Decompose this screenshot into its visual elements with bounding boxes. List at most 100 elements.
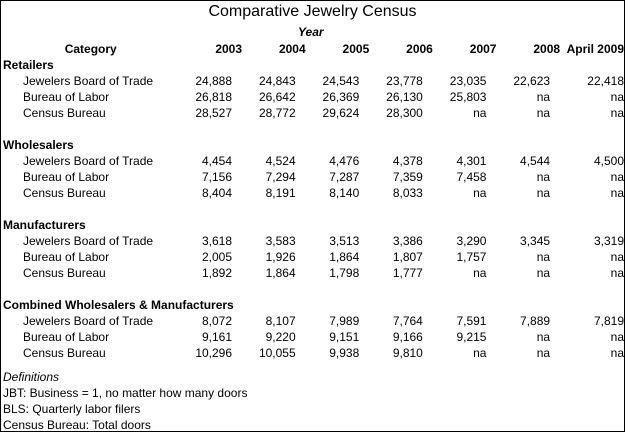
section-title: Retailers (3, 58, 54, 72)
table-cell: 7,591 (456, 314, 487, 328)
table-cell: 1,864 (265, 266, 296, 280)
table-cell: 8,140 (329, 186, 360, 200)
table-cell: na (536, 330, 551, 344)
spacer-row (3, 121, 624, 137)
table-row: Jewelers Board of Trade 4,454 4,524 4,476 4,… (3, 153, 624, 169)
column-header: Category (64, 42, 117, 56)
definition-line: Census Bureau: Total doors (3, 418, 151, 432)
table-cell: 9,166 (392, 330, 423, 344)
table-cell: 4,524 (265, 154, 296, 168)
row-label: Bureau of Labor (23, 250, 110, 264)
table-cell: 3,319 (593, 234, 624, 248)
table-cell: 10,055 (258, 346, 296, 360)
row-label: Census Bureau (23, 106, 106, 120)
table-row: Jewelers Board of Trade 3,618 3,583 3,513 3,… (3, 233, 624, 249)
table-row: Census Bureau 28,527 28,772 29,624 28,300 na n… (3, 105, 624, 121)
table-cell: 4,476 (329, 154, 360, 168)
table-cell: 9,220 (265, 330, 296, 344)
table-cell: 8,072 (202, 314, 233, 328)
section-header-row: Wholesalers (3, 137, 624, 153)
table-cell: 1,807 (392, 250, 423, 264)
table-cell: 28,527 (195, 106, 233, 120)
definitions-title: Definitions (3, 370, 60, 384)
table-cell: 4,500 (593, 154, 624, 168)
table-cell: 7,359 (392, 170, 423, 184)
table-cell: 8,107 (265, 314, 296, 328)
table-row: Census Bureau 10,296 10,055 9,938 9,810 na na n… (3, 345, 624, 361)
table-cell: 24,888 (195, 74, 233, 88)
table-cell: 7,889 (520, 314, 551, 328)
table-cell: 29,624 (322, 106, 360, 120)
table-cell: 26,130 (386, 90, 423, 104)
table-cell: na (473, 186, 487, 200)
row-label: Bureau of Labor (23, 170, 110, 184)
table-cell: 22,418 (587, 74, 624, 88)
table-row: Bureau of Labor 7,156 7,294 7,287 7,359 7,458… (3, 169, 624, 185)
section-header-row: Manufacturers (3, 217, 624, 233)
table-cell: 26,642 (258, 90, 296, 104)
definition-line: JBT: Business = 1, no matter how many do… (3, 386, 248, 400)
table-cell: 3,386 (392, 234, 423, 248)
table-cell: 8,191 (265, 186, 296, 200)
table-cell: na (610, 250, 624, 264)
table-cell: 7,294 (265, 170, 296, 184)
table-cell: 9,215 (456, 330, 487, 344)
row-label: Bureau of Labor (23, 330, 110, 344)
column-header: April 2009 (566, 42, 624, 56)
table-cell: 24,543 (322, 74, 360, 88)
table-cell: 2,005 (202, 250, 233, 264)
table-cell: 25,803 (449, 90, 487, 104)
table-cell: 7,819 (593, 314, 624, 328)
table-cell: 3,513 (329, 234, 360, 248)
section-header-row: Combined Wholesalers & Manufacturers (3, 297, 624, 313)
table-cell: 7,287 (329, 170, 360, 184)
table-cell: 1,757 (456, 250, 487, 264)
table-cell: na (536, 90, 551, 104)
table-row: Census Bureau 8,404 8,191 8,140 8,033 na na na (3, 185, 624, 201)
table-cell: 3,583 (265, 234, 296, 248)
spacer-row (3, 281, 624, 297)
table-row: Bureau of Labor 9,161 9,220 9,151 9,166 9,215… (3, 329, 624, 345)
column-header: 2007 (469, 42, 497, 56)
row-label: Jewelers Board of Trade (23, 74, 154, 88)
table-cell: 8,404 (202, 186, 233, 200)
table-cell: 4,544 (520, 154, 551, 168)
table-cell: 4,378 (392, 154, 423, 168)
year-label: Year (298, 25, 324, 39)
section-title: Combined Wholesalers & Manufacturers (3, 298, 234, 312)
section-header-row: Retailers (3, 57, 624, 73)
table-cell: 28,772 (258, 106, 296, 120)
row-label: Census Bureau (23, 346, 106, 360)
header-row: Category 2003 2004 2005 2006 2007 2008 A… (3, 41, 624, 57)
table-cell: na (473, 346, 487, 360)
table-cell: 7,764 (392, 314, 423, 328)
table-cell: na (610, 170, 624, 184)
table-row: Bureau of Labor 2,005 1,926 1,864 1,807 1,757… (3, 249, 624, 265)
census-table: Category 2003 2004 2005 2006 2007 2008 A… (3, 41, 624, 361)
table-cell: 3,345 (520, 234, 551, 248)
table-cell: 3,618 (202, 234, 233, 248)
table-cell: 4,301 (456, 154, 487, 168)
table-cell: 9,938 (329, 346, 360, 360)
table-row: Bureau of Labor 26,818 26,642 26,369 26,130 2… (3, 89, 624, 105)
table-row: Census Bureau 1,892 1,864 1,798 1,777 na na na (3, 265, 624, 281)
table-cell: 1,926 (265, 250, 296, 264)
table-row: Jewelers Board of Trade 24,888 24,843 24,54… (3, 73, 624, 89)
table-cell: 3,290 (456, 234, 487, 248)
table-cell: na (610, 266, 624, 280)
column-header: 2003 (215, 42, 243, 56)
row-label: Jewelers Board of Trade (23, 234, 154, 248)
column-header: 2006 (406, 42, 433, 56)
row-label: Jewelers Board of Trade (23, 154, 154, 168)
table-cell: 1,798 (329, 266, 360, 280)
table-cell: na (536, 106, 551, 120)
table-cell: na (536, 170, 551, 184)
column-header: 2008 (533, 42, 561, 56)
table-cell: 28,300 (386, 106, 423, 120)
table-cell: 10,296 (195, 346, 233, 360)
sheet-title: Comparative Jewelry Census (208, 3, 417, 20)
table-cell: 9,810 (392, 346, 423, 360)
column-header: 2005 (342, 42, 370, 56)
row-label: Bureau of Labor (23, 90, 110, 104)
